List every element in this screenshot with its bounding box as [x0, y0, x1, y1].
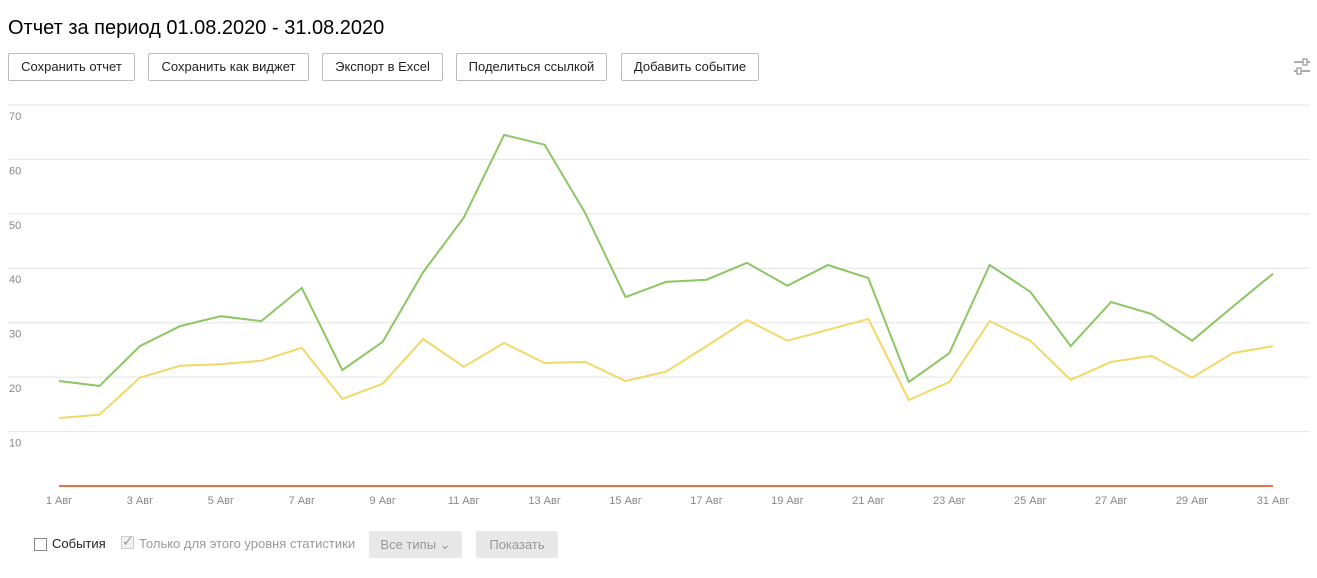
- series-line: [58, 133, 1274, 387]
- types-label: Все типы: [380, 537, 437, 552]
- types-dropdown[interactable]: Все типы ⌄: [369, 531, 462, 558]
- y-tick-label: 70: [9, 111, 21, 123]
- y-tick-label: 30: [9, 329, 21, 341]
- settings-icon[interactable]: [1292, 58, 1312, 76]
- x-tick-label: 27 Авг: [1095, 495, 1127, 507]
- chart: 10 20 30 40 50 60 70 1 Авг 3 Авг 5 Авг 7 Авг 9 Авг 1…: [8, 104, 1310, 507]
- y-tick-label: 10: [9, 437, 21, 449]
- events-label: События: [52, 536, 106, 551]
- x-tick-label: 23 Авг: [933, 495, 965, 507]
- events-checkbox[interactable]: [34, 538, 47, 551]
- save-report-button[interactable]: Сохранить отчет: [8, 53, 135, 81]
- x-tick-label: 9 Авг: [370, 495, 396, 507]
- x-tick-label: 21 Авг: [852, 495, 884, 507]
- y-tick-label: 60: [9, 165, 21, 177]
- export-excel-button[interactable]: Экспорт в Excel: [322, 53, 443, 81]
- y-tick-label: 50: [9, 220, 21, 232]
- series-line: [58, 317, 1274, 419]
- x-tick-label: 25 Авг: [1014, 495, 1046, 507]
- show-button[interactable]: Показать: [476, 531, 558, 558]
- x-tick-label: 31 Авг: [1257, 495, 1289, 507]
- x-tick-label: 3 Авг: [127, 495, 153, 507]
- x-tick-label: 1 Авг: [46, 495, 72, 507]
- y-tick-label: 40: [9, 274, 21, 286]
- add-event-button[interactable]: Добавить событие: [621, 53, 759, 81]
- x-tick-label: 7 Авг: [289, 495, 315, 507]
- x-tick-label: 13 Авг: [528, 495, 560, 507]
- save-widget-button[interactable]: Сохранить как виджет: [148, 53, 309, 81]
- level-checkbox[interactable]: ✓: [121, 533, 134, 549]
- x-tick-label: 15 Авг: [609, 495, 641, 507]
- x-tick-label: 5 Авг: [208, 495, 234, 507]
- x-tick-label: 11 Авг: [448, 495, 480, 507]
- share-link-button[interactable]: Поделиться ссылкой: [456, 53, 607, 81]
- y-tick-label: 20: [9, 383, 21, 395]
- level-only-label: Только для этого уровня статистики: [139, 536, 356, 551]
- x-tick-label: 29 Авг: [1176, 495, 1208, 507]
- x-tick-label: 17 Авг: [690, 495, 722, 507]
- x-tick-label: 19 Авг: [771, 495, 803, 507]
- report-title: Отчет за период 01.08.2020 - 31.08.2020: [8, 17, 385, 39]
